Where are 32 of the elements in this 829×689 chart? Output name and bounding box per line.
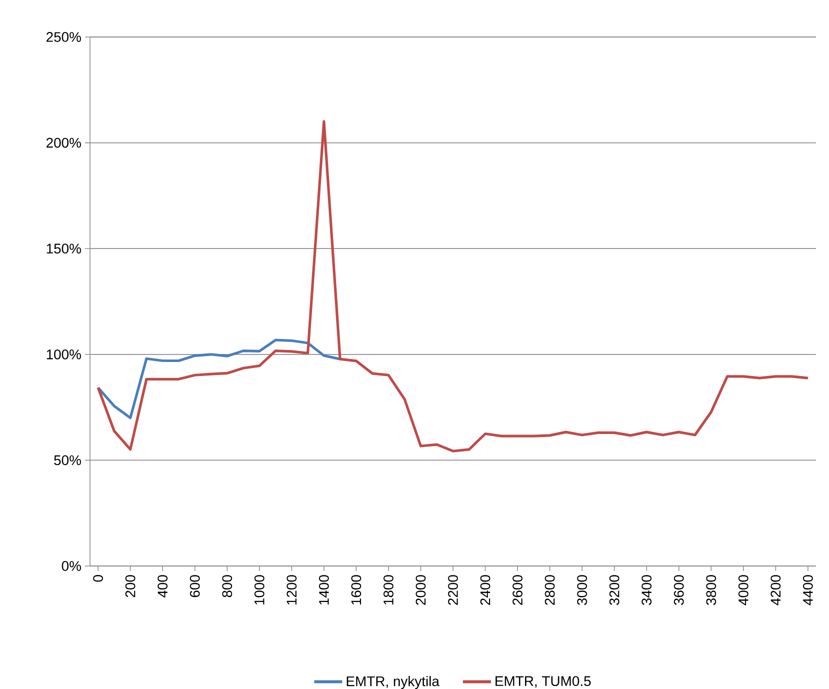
legend-label: EMTR, nykytila [346,676,440,689]
x-tick-label: 2200 [448,575,458,605]
x-tick-label: 1000 [254,575,264,604]
y-tick-label: 150% [46,244,81,254]
x-tick-label: 3000 [577,575,588,606]
x-tick-label: 2800 [544,575,555,605]
x-tick-label: 1400 [318,575,329,604]
y-tick-label: 0% [62,561,81,571]
y-tick-label: 200% [46,138,81,148]
x-tick-label: 200 [125,575,136,598]
x-tick-label: 2400 [480,575,490,605]
x-tick-label: 1200 [286,575,297,604]
x-tick-label: 4400 [802,575,813,606]
legend-label: EMTR, TUM0.5 [496,676,591,688]
line-series [96,338,342,420]
x-tick-label: 2000 [416,575,426,605]
x-tick-label: 4000 [738,575,748,606]
y-tick-label: 100% [46,349,81,360]
y-tick-label: 250% [46,32,81,42]
x-tick-label: 3600 [674,575,684,606]
x-tick-label: 3800 [706,575,716,606]
y-tick-label: 50% [54,455,81,466]
x-tick-label: 400 [158,575,168,598]
x-tick-label: 2600 [512,575,522,605]
x-tick-label: 600 [190,575,200,598]
x-tick-label: 1800 [384,575,394,604]
x-tick-label: 3400 [642,575,652,606]
x-tick-label: 0 [93,575,104,582]
x-tick-label: 4200 [770,575,781,606]
x-tick-label: 3200 [609,575,620,606]
x-tick-label: 1600 [351,575,362,604]
x-tick-label: 800 [222,575,232,598]
